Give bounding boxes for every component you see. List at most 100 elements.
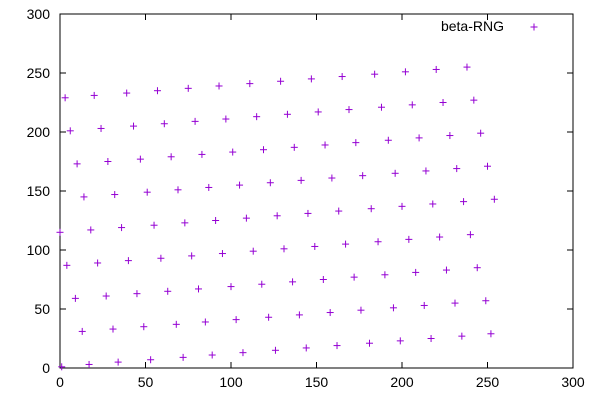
data-point (109, 325, 117, 333)
data-point (172, 320, 180, 328)
data-point (304, 209, 312, 217)
legend-marker-plus-icon (530, 23, 538, 31)
data-point (422, 167, 430, 175)
data-point (328, 174, 336, 182)
data-point (179, 353, 187, 361)
data-point (246, 80, 254, 88)
data-point (473, 264, 481, 272)
data-point (436, 233, 444, 241)
y-axis: 0 50 100 150 200 250 300 (27, 6, 573, 376)
x-tick-label: 150 (305, 374, 329, 390)
data-point (352, 139, 360, 147)
data-point (56, 228, 64, 236)
data-point (215, 82, 223, 90)
data-point (420, 301, 428, 309)
data-point (271, 346, 279, 354)
data-point (453, 165, 461, 173)
data-point (273, 212, 281, 220)
data-point (205, 183, 213, 191)
data-point (412, 268, 420, 276)
data-point (367, 205, 375, 213)
data-point (405, 235, 413, 243)
data-point (277, 77, 285, 85)
data-point (114, 358, 122, 366)
data-point (164, 287, 172, 295)
data-point (487, 330, 495, 338)
data-point (218, 250, 226, 258)
data-point (229, 148, 237, 156)
data-point (290, 143, 298, 151)
y-tick-label: 250 (27, 65, 51, 81)
y-tick-label: 300 (27, 6, 51, 22)
data-point (482, 297, 490, 305)
x-axis: 0 50 100 150 200 250 300 (56, 14, 585, 390)
data-point (458, 332, 466, 340)
data-point (94, 259, 102, 267)
data-point (427, 335, 435, 342)
data-point (123, 89, 131, 97)
data-point (227, 283, 235, 291)
data-point (102, 292, 110, 300)
data-point (73, 160, 81, 168)
data-point (477, 129, 485, 137)
data-point (307, 75, 315, 83)
data-point (167, 153, 175, 161)
data-point (133, 290, 141, 298)
data-point (259, 146, 267, 154)
data-point (398, 202, 406, 210)
data-point (342, 240, 350, 248)
data-point (201, 318, 209, 326)
data-point (184, 84, 192, 92)
data-point (333, 342, 341, 350)
y-tick-label: 200 (27, 124, 51, 140)
x-tick-label: 300 (561, 374, 585, 390)
data-point (198, 150, 206, 158)
y-tick-label: 0 (42, 360, 50, 376)
plot-frame (59, 13, 574, 369)
data-point (181, 219, 189, 227)
data-point (71, 294, 79, 302)
data-point (266, 179, 274, 187)
data-point (191, 117, 199, 125)
data-point (212, 217, 220, 224)
data-point (377, 103, 385, 111)
data-point (124, 257, 132, 265)
data-point (58, 363, 66, 371)
data-point (66, 127, 74, 135)
data-point (130, 122, 138, 130)
data-point (401, 68, 409, 76)
data-point (391, 169, 399, 177)
data-point (302, 344, 310, 352)
data-point (63, 261, 71, 269)
data-point (239, 349, 247, 357)
data-point (466, 231, 474, 239)
data-point (289, 278, 297, 286)
x-tick-label: 200 (390, 374, 414, 390)
data-point (335, 207, 343, 215)
data-point (208, 351, 216, 359)
data-point (280, 245, 288, 253)
y-tick-label: 150 (27, 183, 51, 199)
legend-label: beta-RNG (441, 18, 504, 34)
data-point (297, 176, 305, 184)
data-point (470, 96, 478, 104)
y-tick-label: 100 (27, 242, 51, 258)
data-point (345, 106, 353, 114)
data-point (311, 242, 319, 250)
data-point (389, 304, 397, 312)
x-tick-label: 100 (219, 374, 243, 390)
data-point (85, 360, 93, 368)
data-point (283, 110, 291, 118)
data-point (429, 200, 437, 208)
data-point (384, 136, 392, 144)
data-point (242, 214, 250, 222)
data-point (78, 327, 86, 335)
data-point (295, 311, 303, 319)
data-point (366, 339, 374, 347)
data-point (232, 316, 240, 324)
data-point (140, 323, 148, 331)
data-point (136, 155, 144, 163)
data-point (80, 193, 88, 201)
data-point (463, 63, 471, 71)
x-tick-label: 0 (56, 374, 64, 390)
